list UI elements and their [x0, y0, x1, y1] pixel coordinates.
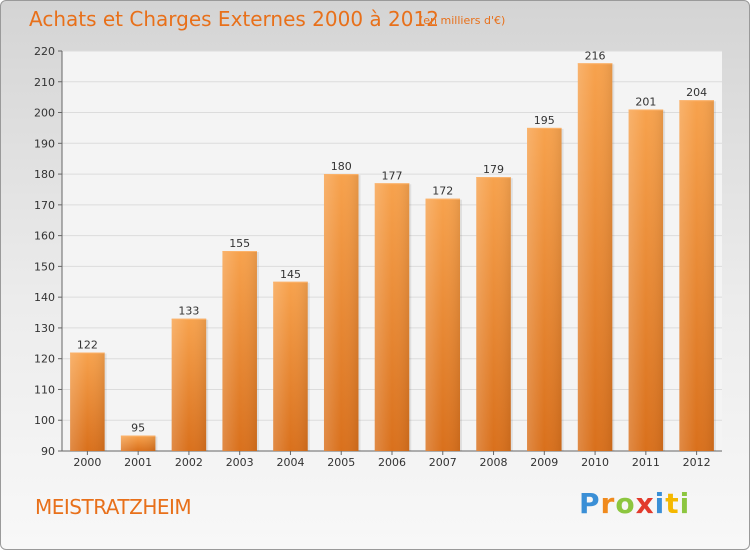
- data-label: 172: [432, 185, 453, 198]
- bar-shading: [120, 435, 156, 451]
- y-tick-label: 140: [34, 291, 55, 304]
- x-tick-label: 2012: [683, 456, 711, 469]
- data-label: 122: [77, 339, 98, 352]
- bar-shading: [171, 318, 207, 451]
- bar-shading: [323, 174, 359, 452]
- x-tick-label: 2003: [226, 456, 254, 469]
- y-tick-label: 100: [34, 414, 55, 427]
- chart-title: Achats et Charges Externes 2000 à 2012: [29, 7, 439, 31]
- x-tick-label: 2006: [378, 456, 406, 469]
- y-tick-label: 130: [34, 322, 55, 335]
- x-tick-label: 2009: [530, 456, 558, 469]
- y-tick-label: 180: [34, 168, 55, 181]
- data-label: 195: [534, 114, 555, 127]
- y-tick-label: 120: [34, 353, 55, 366]
- data-label: 180: [331, 160, 352, 173]
- x-tick-label: 2000: [73, 456, 101, 469]
- logo-letter: x: [635, 487, 655, 520]
- x-tick-label: 2011: [632, 456, 660, 469]
- data-label: 133: [178, 305, 199, 318]
- chart-subtitle: (en milliers d'€): [419, 14, 506, 27]
- data-label: 179: [483, 163, 504, 176]
- x-tick-label: 2007: [429, 456, 457, 469]
- y-tick-label: 160: [34, 230, 55, 243]
- city-name: MEISTRATZHEIM: [35, 495, 192, 519]
- x-tick-label: 2005: [327, 456, 355, 469]
- data-label: 95: [131, 422, 145, 435]
- bar-shading: [679, 100, 714, 451]
- data-label: 145: [280, 268, 301, 281]
- bar-shading: [527, 127, 562, 451]
- y-tick-label: 170: [34, 199, 55, 212]
- y-tick-label: 200: [34, 107, 55, 120]
- x-tick-label: 2004: [276, 456, 304, 469]
- logo-letter: i: [654, 487, 666, 520]
- data-label: 201: [635, 95, 656, 108]
- logo-letter: r: [600, 487, 616, 520]
- y-tick-label: 150: [34, 260, 55, 273]
- bars: [70, 63, 716, 452]
- y-tick-label: 110: [34, 383, 55, 396]
- bar-shading: [628, 109, 664, 451]
- y-tick-label: 210: [34, 76, 55, 89]
- data-label: 216: [585, 49, 606, 62]
- data-labels: 122 95 133 155 145 180 177 172 179 195 216 201 204: [77, 49, 707, 434]
- y-tick-label: 90: [41, 445, 55, 458]
- data-label: 155: [229, 237, 250, 250]
- x-tick-label: 2002: [175, 456, 203, 469]
- x-tick-label: 2010: [581, 456, 609, 469]
- logo-letter: t: [665, 487, 680, 520]
- x-tick-label: 2001: [124, 456, 152, 469]
- proxiti-logo: Proxiti: [579, 487, 690, 520]
- bar-shading: [222, 251, 257, 451]
- logo-letter: P: [579, 487, 601, 520]
- y-tick-label: 190: [34, 137, 55, 150]
- bar-shading: [577, 63, 613, 452]
- data-label: 204: [686, 86, 707, 99]
- y-tick-label: 220: [34, 45, 55, 58]
- logo-letter: o: [615, 487, 636, 520]
- bar-shading: [374, 183, 410, 452]
- bar-shading: [476, 177, 511, 451]
- bar-shading: [70, 352, 105, 451]
- data-label: 177: [382, 169, 403, 182]
- bar-shading: [425, 198, 461, 451]
- x-tick-label: 2008: [480, 456, 508, 469]
- bar-shading: [273, 281, 308, 451]
- logo-letter: i: [679, 487, 691, 520]
